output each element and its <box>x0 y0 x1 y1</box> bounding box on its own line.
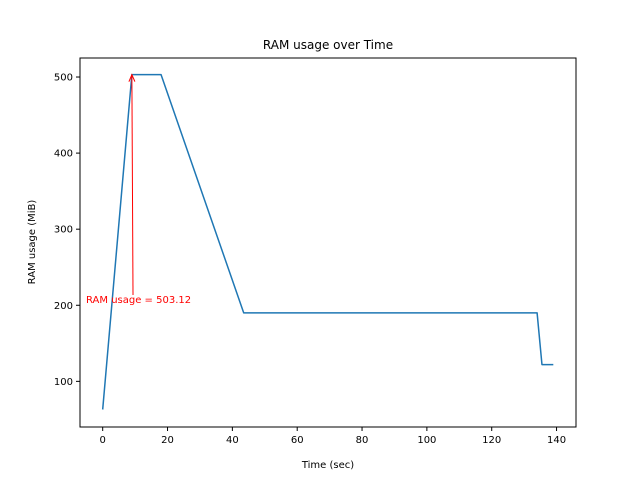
y-tick-label: 300 <box>54 225 73 236</box>
annotation-arrow <box>131 74 134 295</box>
y-tick-label: 500 <box>54 73 73 84</box>
y-tick-label: 100 <box>54 377 73 388</box>
x-tick-label: 0 <box>100 435 106 446</box>
x-tick-label: 100 <box>417 435 436 446</box>
plot-area <box>80 58 576 427</box>
x-tick-label: 60 <box>291 435 304 446</box>
x-tick-label: 80 <box>356 435 369 446</box>
x-axis-label: Time (sec) <box>301 460 354 471</box>
x-tick-label: 120 <box>482 435 501 446</box>
x-axis: 0 20 40 60 80 100 120 140 <box>100 427 566 446</box>
annotation-label: RAM usage = 503.12 <box>86 295 191 306</box>
y-axis-label: RAM usage (MiB) <box>27 200 38 285</box>
y-axis: 100 200 300 400 500 <box>54 73 80 388</box>
x-tick-label: 140 <box>547 435 566 446</box>
x-tick-label: 20 <box>161 435 174 446</box>
plot-frame <box>79 57 577 428</box>
y-tick-label: 200 <box>54 301 73 312</box>
chart-title: RAM usage over Time <box>263 38 393 52</box>
x-tick-label: 40 <box>226 435 239 446</box>
y-tick-label: 400 <box>54 149 73 160</box>
annotation-arrowhead <box>128 73 136 82</box>
annotation-layer: RAM usage = 503.12 <box>86 73 191 306</box>
